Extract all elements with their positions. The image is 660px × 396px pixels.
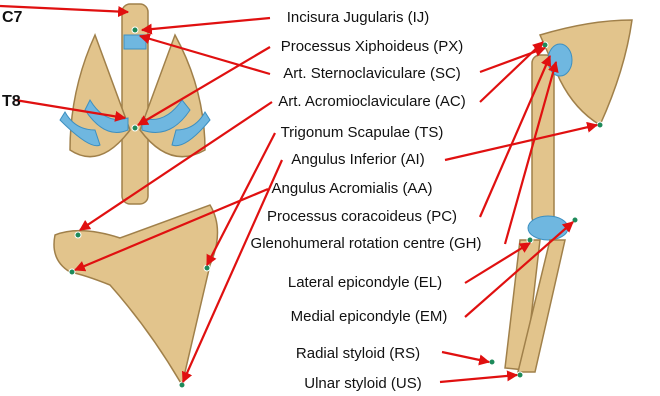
landmark-label: Art. Acromioclaviculare (AC) xyxy=(278,93,466,110)
labels: C7 T8 Incisura Jugularis (IJ) Processus … xyxy=(2,9,481,392)
landmark-label: Ulnar styloid (US) xyxy=(304,375,422,392)
landmark-label: Medial epicondyle (EM) xyxy=(291,308,448,325)
landmark-label: Processus Xiphoideus (PX) xyxy=(281,38,464,55)
landmark-label: Lateral epicondyle (EL) xyxy=(288,274,442,291)
landmark-label: Processus coracoideus (PC) xyxy=(267,208,457,225)
scapula xyxy=(53,204,219,389)
vertebra-label: T8 xyxy=(2,93,21,110)
landmark-label: Trigonum Scapulae (TS) xyxy=(281,124,444,141)
arm xyxy=(488,19,633,379)
ribcage xyxy=(59,3,211,205)
landmark-label: Angulus Acromialis (AA) xyxy=(272,180,433,197)
vertebra-label: C7 xyxy=(2,9,23,26)
landmark-label: Radial styloid (RS) xyxy=(296,345,420,362)
landmark-label: Glenohumeral rotation centre (GH) xyxy=(251,235,482,252)
arrows xyxy=(0,4,599,384)
landmark-label: Art. Sternoclaviculare (SC) xyxy=(283,65,461,82)
landmark-label: Angulus Inferior (AI) xyxy=(291,151,424,168)
landmark-label: Incisura Jugularis (IJ) xyxy=(287,9,430,26)
